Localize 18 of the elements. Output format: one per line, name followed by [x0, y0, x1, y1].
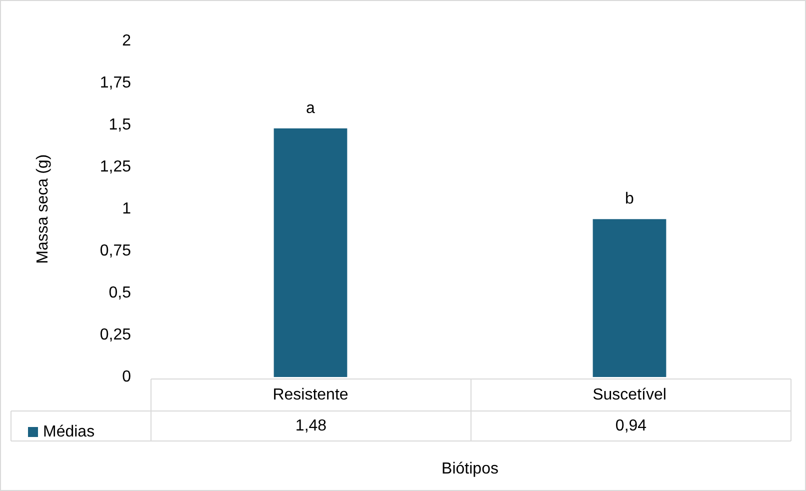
y-tick-label: 1 — [122, 200, 132, 218]
x-axis-title: Biótipos — [442, 460, 498, 478]
y-tick-label: 0 — [122, 368, 132, 386]
x-tick-label: Resistente — [272, 386, 348, 404]
y-tick-label: 1,25 — [100, 158, 132, 176]
annotation: b — [625, 190, 634, 208]
y-tick-label: 0,25 — [100, 326, 132, 344]
y-axis-title: Massa seca (g) — [34, 154, 52, 264]
data-label: 0,94 — [615, 418, 647, 434]
y-tick-label: 0,5 — [108, 284, 132, 302]
y-tick-label: 0,75 — [100, 242, 132, 260]
y-tick-label: 2 — [122, 32, 132, 50]
legend-label: Médias — [43, 424, 95, 440]
y-tick-label: 1,75 — [100, 74, 132, 92]
annotation: a — [306, 100, 316, 117]
y-tick-label: 1,5 — [108, 116, 132, 134]
x-tick-label: Suscetível — [592, 386, 666, 404]
data-label: 1,48 — [295, 418, 327, 434]
